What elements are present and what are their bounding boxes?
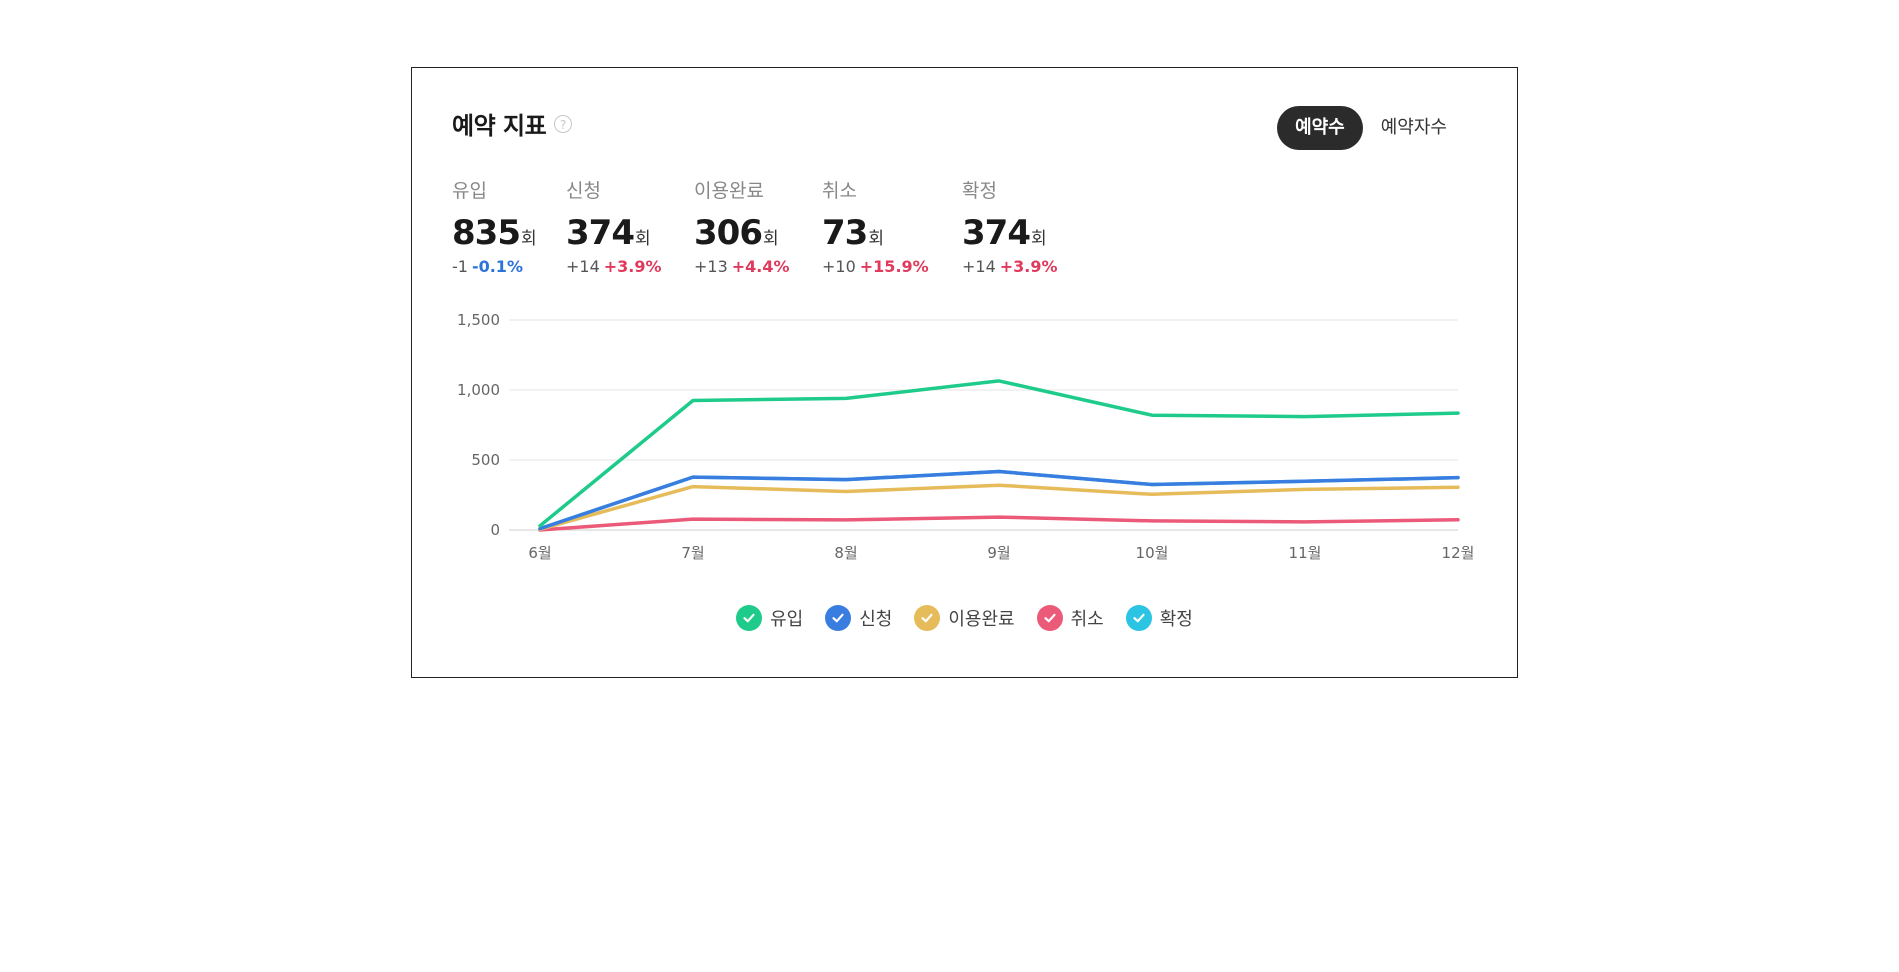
legend-label: 이용완료 <box>948 609 1015 630</box>
metric-value: 374회 <box>962 213 1047 253</box>
metric-change: -1 -0.1% <box>452 257 537 276</box>
metric-delta: +14 <box>962 257 996 276</box>
chart-legend: 유입 신청 이용완료 취소 확정 <box>412 605 1517 631</box>
x-tick-label: 12월 <box>1442 544 1475 562</box>
check-icon <box>914 605 941 631</box>
metric-delta: +10 <box>822 257 856 276</box>
x-tick-label: 10월 <box>1136 544 1169 562</box>
series-line-1 <box>538 469 1460 531</box>
metric-unit: 회 <box>1030 229 1047 249</box>
metric-change: +14 +3.9% <box>962 257 1058 276</box>
check-icon <box>736 605 763 631</box>
metric-pct: +15.9% <box>859 257 929 276</box>
metric-unit: 회 <box>520 229 537 249</box>
metric-pct: +3.9% <box>999 257 1058 276</box>
metric-unit: 회 <box>634 229 651 249</box>
metric-delta: +14 <box>566 257 600 276</box>
metric-unit: 회 <box>762 229 779 249</box>
check-icon <box>1125 605 1152 631</box>
help-icon[interactable]: ? <box>554 114 573 133</box>
metric-confirmed: 확정 374회 +14 +3.9% <box>962 176 1058 276</box>
legend-item-3[interactable]: 취소 <box>1036 605 1104 631</box>
metric-pct: +3.9% <box>603 257 662 276</box>
check-icon <box>825 605 852 631</box>
legend-label: 유입 <box>770 609 804 630</box>
check-icon <box>1036 605 1063 631</box>
panel-title: 예약 지표 <box>452 112 547 140</box>
metric-value: 73회 <box>822 213 884 253</box>
metric-value: 835회 <box>452 213 537 253</box>
legend-label: 취소 <box>1070 609 1104 630</box>
x-tick-label: 9월 <box>987 544 1010 562</box>
metric-inflow: 유입 835회 -1 -0.1% <box>452 176 537 276</box>
series-line-0 <box>538 379 1460 528</box>
y-tick-label: 1,000 <box>457 381 500 399</box>
x-tick-label: 6월 <box>528 544 551 562</box>
line-chart: 0 500 1,000 1,500 6월 7월 8월 9월 10월 11월 12월 <box>457 311 1475 562</box>
metric-label: 이용완료 <box>694 180 764 202</box>
y-tick-label: 500 <box>471 451 500 469</box>
metric-label: 유입 <box>452 180 487 202</box>
y-tick-label: 1,500 <box>457 311 500 329</box>
metric-value: 306회 <box>694 213 779 253</box>
metric-value: 374회 <box>566 213 651 253</box>
metric-completed: 이용완료 306회 +13 +4.4% <box>694 176 790 276</box>
toggle-reserver-count[interactable]: 예약자수 <box>1363 106 1465 150</box>
metric-cancel: 취소 73회 +10 +15.9% <box>822 176 929 276</box>
x-tick-label: 7월 <box>681 544 704 562</box>
y-tick-label: 0 <box>490 521 500 539</box>
title-row: 예약 지표 ? <box>452 106 573 141</box>
metric-change: +13 +4.4% <box>694 257 790 276</box>
metric-type-toggle: 예약수 예약자수 <box>1277 106 1465 150</box>
metric-change: +10 +15.9% <box>822 257 929 276</box>
metric-label: 확정 <box>962 180 997 202</box>
series-line-2 <box>538 483 1460 532</box>
metric-label: 신청 <box>566 180 601 202</box>
metric-application: 신청 374회 +14 +3.9% <box>566 176 662 276</box>
metric-label: 취소 <box>822 180 857 202</box>
legend-item-4[interactable]: 확정 <box>1125 605 1193 631</box>
legend-item-0[interactable]: 유입 <box>736 605 803 631</box>
legend-item-2[interactable]: 이용완료 <box>914 605 1015 631</box>
legend-item-1[interactable]: 신청 <box>825 605 892 631</box>
metric-delta: -1 <box>452 257 468 276</box>
metric-pct: +4.4% <box>731 257 790 276</box>
metric-change: +14 +3.9% <box>566 257 662 276</box>
legend-label: 신청 <box>859 609 893 630</box>
metric-unit: 회 <box>868 229 884 249</box>
x-tick-label: 8월 <box>834 544 857 562</box>
legend-label: 확정 <box>1159 609 1193 630</box>
series-line-3 <box>538 515 1460 532</box>
metric-delta: +13 <box>694 257 728 276</box>
toggle-reservation-count[interactable]: 예약수 <box>1277 106 1363 150</box>
x-tick-label: 11월 <box>1289 544 1322 562</box>
reservation-metrics-panel: 예약 지표 ? 예약수 예약자수 유입 835회 -1 -0.1% 신청 374회… <box>411 67 1518 678</box>
metric-pct: -0.1% <box>471 257 523 276</box>
